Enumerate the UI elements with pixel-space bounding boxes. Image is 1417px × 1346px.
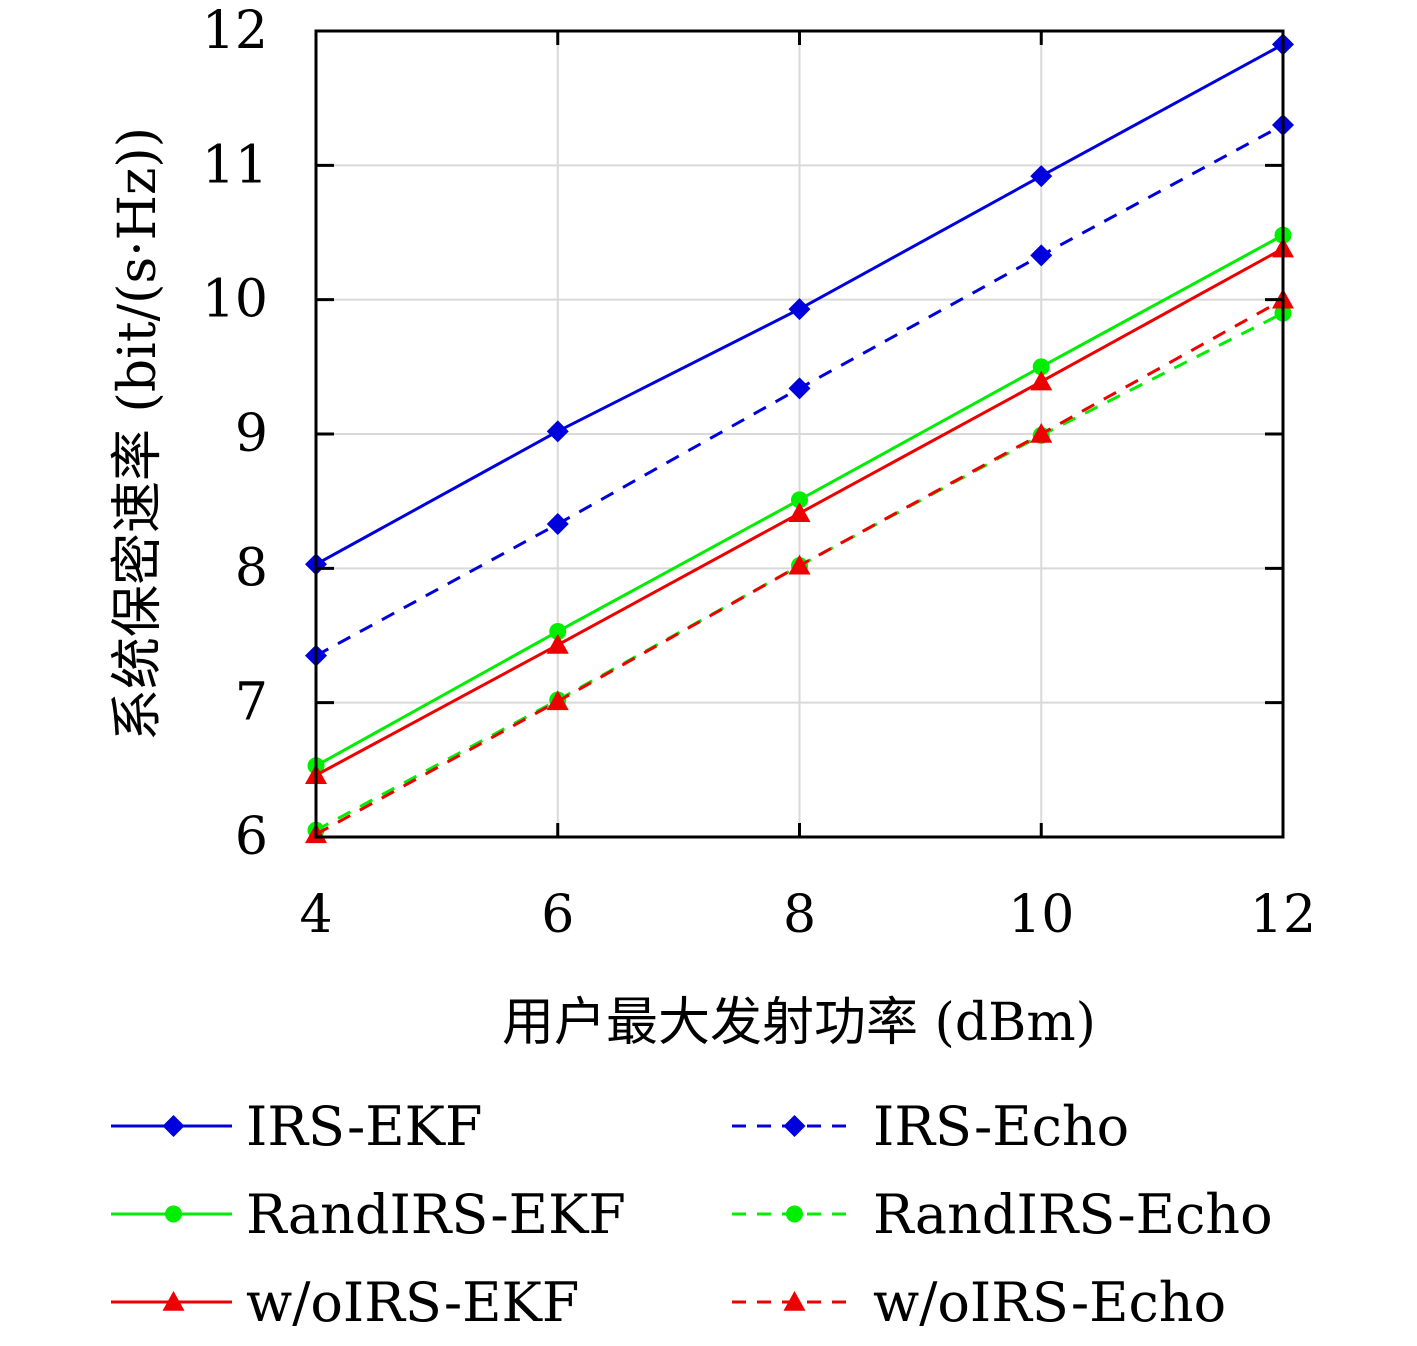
x-tick-label: 6 (541, 885, 574, 945)
x-tick-label: 8 (783, 885, 816, 945)
data-point-irs-echo (546, 513, 569, 536)
data-point-randirs-ekf (791, 491, 808, 509)
legend-label-w-oirs-echo: w/oIRS-Echo (873, 1271, 1226, 1334)
x-tick-label: 12 (1250, 885, 1316, 945)
data-point-w-oirs-echo (546, 690, 569, 711)
y-axis-title: 系统保密速率 (bit/(s·Hz)) (108, 127, 168, 741)
y-tick-label: 9 (235, 404, 268, 464)
series-group (305, 33, 1294, 844)
legend-label-irs-ekf: IRS-EKF (246, 1095, 482, 1158)
data-point-w-oirs-echo (1030, 423, 1053, 443)
data-point-irs-echo (788, 377, 811, 400)
legend-marker-irs-ekf (162, 1115, 185, 1137)
grid-lines (315, 30, 1284, 838)
y-tick-label: 12 (202, 1, 268, 61)
data-point-irs-ekf (1030, 165, 1053, 188)
legend-marker-irs-echo (783, 1115, 806, 1137)
legend-marker-w-oirs-ekf (162, 1291, 185, 1311)
data-point-irs-ekf (788, 298, 811, 321)
data-point-randirs-ekf (1032, 358, 1050, 376)
legend-marker-w-oirs-echo (783, 1291, 806, 1311)
data-point-randirs-ekf (549, 622, 567, 640)
data-point-w-oirs-ekf (788, 502, 811, 523)
x-axis-title: 用户最大发射功率 (dBm) (502, 993, 1096, 1053)
y-tick-label: 7 (235, 673, 268, 733)
legend-label-w-oirs-ekf: w/oIRS-EKF (246, 1271, 579, 1334)
x-tick-label: 4 (299, 885, 332, 945)
legend: IRS-EKF IRS-Echo RandIRS-EKF RandIRS-Echo w/… (111, 1095, 1273, 1334)
legend-marker-randirs-echo (786, 1205, 803, 1223)
y-tick-label: 8 (235, 538, 268, 598)
legend-label-randirs-echo: RandIRS-Echo (873, 1183, 1273, 1246)
data-point-irs-echo (1030, 244, 1053, 267)
data-point-irs-ekf (546, 420, 569, 443)
data-point-w-oirs-ekf (546, 633, 569, 654)
y-tick-label: 10 (202, 270, 268, 330)
legend-label-irs-echo: IRS-Echo (873, 1095, 1129, 1158)
legend-marker-randirs-ekf (165, 1205, 182, 1223)
data-point-w-oirs-ekf (1030, 370, 1053, 391)
y-tick-label: 11 (202, 135, 268, 195)
x-tick-label: 10 (1008, 885, 1074, 945)
legend-label-randirs-ekf: RandIRS-EKF (246, 1183, 626, 1246)
y-tick-label: 6 (235, 807, 268, 867)
data-point-w-oirs-echo (788, 554, 811, 575)
